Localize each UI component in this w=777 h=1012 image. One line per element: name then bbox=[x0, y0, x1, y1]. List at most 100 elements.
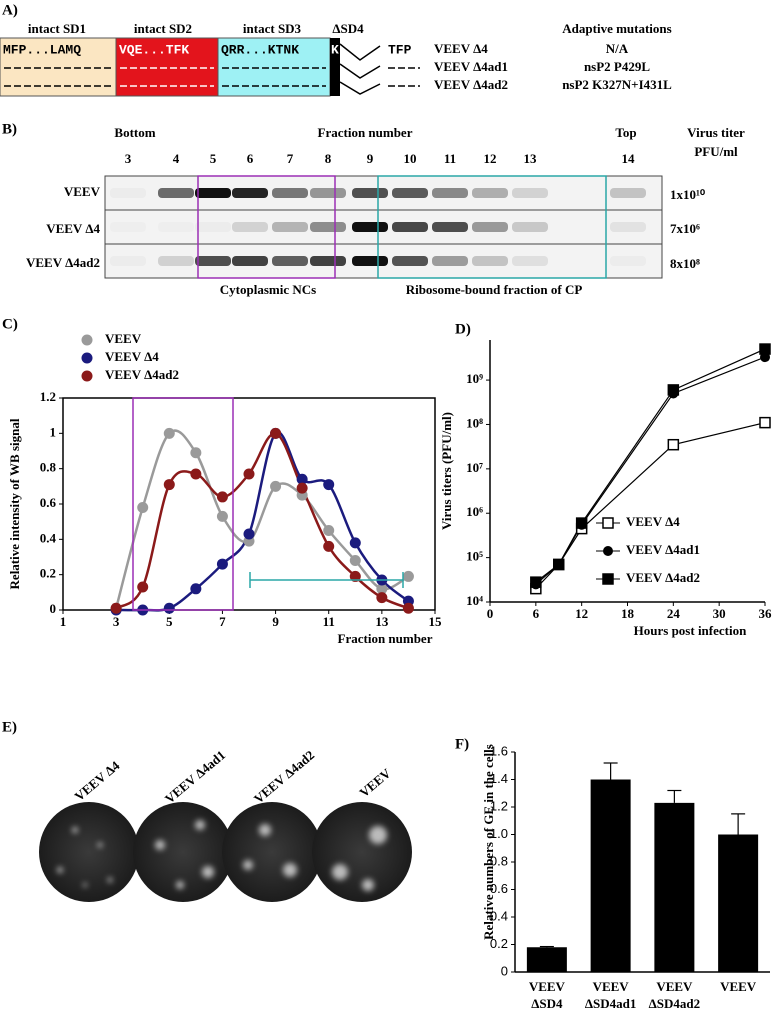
fraction-number: 9 bbox=[367, 151, 374, 166]
sequence: MFP...LAMQ bbox=[3, 42, 81, 57]
fraction-box bbox=[197, 175, 336, 279]
legend-label: VEEV Δ4ad2 bbox=[626, 570, 700, 585]
fraction-box bbox=[132, 397, 234, 611]
variant: VEEV Δ4ad2 bbox=[434, 77, 508, 92]
y-axis-label: Virus titers (PFU/ml) bbox=[439, 412, 454, 530]
blot-band bbox=[272, 222, 308, 232]
sd4-box bbox=[330, 38, 340, 96]
variant: VEEV Δ4 bbox=[434, 41, 488, 56]
blot-band bbox=[232, 222, 268, 232]
panel-label: A) bbox=[2, 2, 18, 18]
blot-band bbox=[110, 188, 146, 198]
blot-band bbox=[310, 188, 346, 198]
blot-band bbox=[110, 222, 146, 232]
series-line bbox=[115, 432, 409, 610]
blot-band bbox=[272, 256, 308, 266]
x-tick-label: VEEV ΔSD4ad1 bbox=[585, 979, 637, 1011]
y-tick-label: 10⁵ bbox=[466, 549, 483, 564]
legend-label: VEEV Δ4 bbox=[626, 514, 680, 529]
x-axis-label: Hours post infection bbox=[634, 623, 747, 638]
data-point bbox=[296, 473, 308, 485]
y-tick-label: 0.8 bbox=[490, 853, 508, 868]
x-tick-label: 6 bbox=[533, 606, 540, 621]
data-point bbox=[270, 427, 282, 439]
bar bbox=[526, 947, 567, 972]
data-point bbox=[216, 491, 228, 503]
error-bar bbox=[667, 789, 682, 803]
data-point bbox=[270, 480, 282, 492]
domain-header: intact SD1 bbox=[28, 21, 86, 36]
x-tick-label-line: VEEV bbox=[656, 979, 693, 994]
legend-label: VEEV Δ4ad2 bbox=[105, 367, 179, 382]
x-tick-label: 30 bbox=[713, 606, 726, 621]
x-tick-label-line: ΔSD4 bbox=[531, 996, 563, 1011]
data-point bbox=[163, 602, 175, 614]
data-point bbox=[349, 537, 361, 549]
x-tick-label: VEEV bbox=[720, 979, 757, 994]
legend-marker bbox=[81, 370, 93, 382]
fraction-number: 7 bbox=[287, 151, 294, 166]
plaque-label: VEEV bbox=[356, 765, 394, 800]
x-tick-label-line: ΔSD4ad1 bbox=[585, 996, 637, 1011]
panel-label: C) bbox=[2, 316, 18, 332]
series-line bbox=[535, 422, 766, 590]
bar bbox=[718, 834, 759, 972]
bar bbox=[590, 779, 631, 972]
x-tick-label-line: ΔSD4ad2 bbox=[649, 996, 701, 1011]
annotation: Ribosome-bound fraction of CP bbox=[406, 282, 583, 297]
data-point bbox=[376, 592, 388, 604]
data-point bbox=[349, 555, 361, 567]
blot-band bbox=[512, 188, 548, 198]
data-point bbox=[667, 438, 680, 451]
panel-label: E) bbox=[2, 719, 17, 735]
blot-band bbox=[392, 188, 428, 198]
row-label: VEEV Δ4 bbox=[46, 221, 100, 236]
fraction-number: 5 bbox=[210, 151, 217, 166]
y-tick-label: 0.2 bbox=[40, 566, 56, 581]
y-tick-label: 0 bbox=[501, 963, 508, 978]
x-tick-label: 24 bbox=[667, 606, 681, 621]
domain-header: intact SD2 bbox=[134, 21, 192, 36]
blot-band bbox=[512, 256, 548, 266]
blot-band bbox=[110, 256, 146, 266]
row-label: VEEV Δ4ad2 bbox=[26, 255, 100, 270]
bottom-label: Bottom bbox=[114, 125, 155, 140]
y-tick-label: 1.6 bbox=[490, 743, 508, 758]
y-tick-label: 0.6 bbox=[490, 881, 508, 896]
y-tick-label: 0.6 bbox=[40, 495, 57, 510]
blot-band bbox=[195, 256, 231, 266]
titer-header: PFU/ml bbox=[694, 144, 738, 159]
data-point bbox=[376, 583, 388, 595]
data-point bbox=[137, 502, 149, 514]
legend-marker bbox=[81, 334, 93, 346]
y-tick-label: 10⁹ bbox=[466, 371, 483, 386]
blot-band bbox=[432, 256, 468, 266]
y-tick-label: 10⁷ bbox=[466, 460, 483, 475]
blot-band bbox=[610, 222, 646, 232]
fraction-number: 4 bbox=[173, 151, 180, 166]
annotation: Cytoplasmic NCs bbox=[220, 282, 316, 297]
fraction-number: 10 bbox=[404, 151, 417, 166]
domain-header: ΔSD4 bbox=[332, 21, 364, 36]
plaque-dishes bbox=[39, 802, 412, 902]
blot-band bbox=[352, 222, 388, 232]
fraction-number: 12 bbox=[484, 151, 497, 166]
y-tick-label: 1.2 bbox=[490, 798, 508, 813]
blot-band bbox=[352, 188, 388, 198]
panel-label: D) bbox=[455, 321, 471, 337]
x-tick-label-line: VEEV bbox=[529, 979, 566, 994]
blot-band bbox=[232, 188, 268, 198]
y-tick-label: 10⁴ bbox=[466, 593, 483, 608]
mutation: nsP2 K327N+I431L bbox=[562, 77, 672, 92]
sequence: TFP bbox=[388, 42, 412, 57]
row-label: VEEV bbox=[64, 184, 101, 199]
error-bar bbox=[539, 945, 554, 948]
data-point bbox=[137, 581, 149, 593]
x-tick-label: 1 bbox=[60, 614, 67, 629]
y-tick-label: 1.4 bbox=[490, 771, 508, 786]
y-tick-label: 0.8 bbox=[40, 460, 57, 475]
data-point bbox=[530, 576, 542, 588]
panel-label: F) bbox=[455, 736, 469, 752]
data-point bbox=[402, 602, 414, 614]
blot-band bbox=[310, 222, 346, 232]
